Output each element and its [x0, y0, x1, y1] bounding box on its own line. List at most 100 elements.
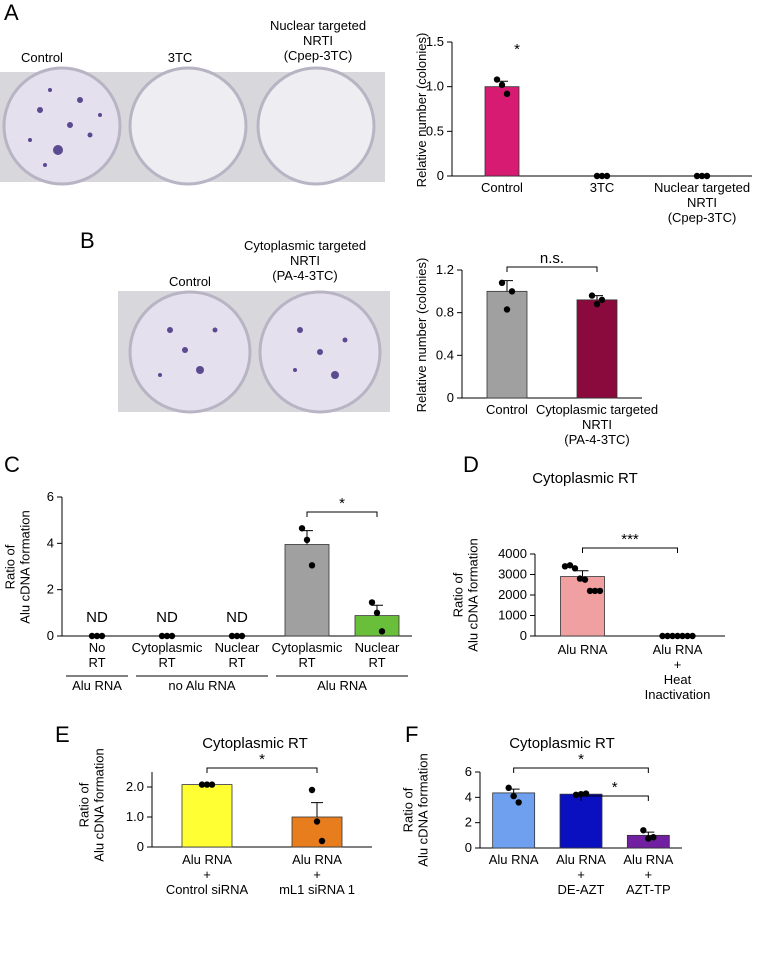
chart-title: Cytoplasmic RT	[202, 735, 308, 752]
data-point	[493, 76, 501, 83]
data-point	[669, 632, 676, 640]
data-point	[645, 835, 652, 842]
y-tick-label: 2000	[498, 587, 527, 602]
bar	[484, 86, 520, 177]
dish	[128, 66, 248, 186]
y-tick-label: 2	[465, 815, 472, 830]
y-tick-label: 0	[465, 840, 472, 855]
group-label: Alu RNA	[72, 678, 122, 693]
data-point	[576, 575, 584, 582]
data-point	[93, 632, 101, 640]
y-tick-label: 4000	[498, 546, 527, 561]
data-point	[508, 288, 516, 295]
bar	[492, 792, 536, 849]
annotation: *	[259, 751, 265, 768]
data-point	[88, 632, 96, 640]
data-point	[298, 525, 306, 532]
y-tick-label: 0.8	[436, 305, 454, 320]
x-tick-label: Alu RNA + DE-AZT	[556, 852, 606, 897]
y-tick-label: 0.4	[436, 347, 454, 362]
annotation: ***	[621, 531, 639, 548]
photo-label: Nuclear targeted NRTI (Cpep-3TC)	[270, 18, 366, 63]
significance-bracket	[506, 266, 598, 272]
data-point	[689, 632, 696, 640]
error-bar	[311, 802, 323, 817]
bar	[559, 793, 603, 849]
data-point	[664, 632, 671, 640]
significance-bracket	[206, 767, 318, 773]
data-point	[603, 172, 611, 180]
data-point	[693, 172, 701, 180]
data-point	[368, 599, 376, 606]
data-point	[503, 90, 511, 98]
value-label: ND	[86, 609, 108, 626]
group-label: no Alu RNA	[168, 678, 236, 693]
data-point	[588, 292, 596, 299]
value-label: ND	[226, 609, 248, 626]
panel-label: C	[4, 452, 20, 477]
data-point	[510, 792, 517, 800]
data-point	[572, 791, 580, 798]
significance-bracket	[582, 547, 678, 553]
y-tick-label: 6	[465, 764, 472, 779]
dish	[128, 290, 252, 414]
data-point	[593, 172, 601, 180]
data-point	[313, 818, 321, 825]
y-tick-label: 1.2	[436, 262, 454, 277]
chart-title: Cytoplasmic RT	[509, 735, 615, 752]
data-point	[591, 587, 599, 595]
annotation: *	[339, 495, 345, 512]
y-tick-label: 1000	[498, 608, 527, 623]
data-point	[598, 296, 606, 304]
data-point	[168, 632, 176, 640]
x-tick-label: Alu RNA + mL1 siRNA 1	[279, 852, 355, 897]
data-point	[596, 587, 604, 595]
photo-label: Control	[21, 50, 63, 65]
data-point	[561, 563, 569, 570]
y-axis-label: Relative number (colonies)	[414, 258, 429, 413]
x-tick-label: Nuclear RT	[355, 640, 400, 670]
x-tick-label: No RT	[88, 640, 105, 670]
photo-a	[0, 66, 385, 186]
x-tick-label: Cytoplasmic targeted NRTI (PA-4-3TC)	[536, 402, 658, 447]
y-tick-label: 0	[447, 390, 454, 405]
data-point	[203, 781, 211, 788]
x-tick-label: Control	[481, 180, 523, 195]
data-point	[318, 837, 326, 845]
panel-label: E	[55, 722, 70, 747]
data-point	[498, 81, 506, 89]
data-point	[163, 632, 171, 640]
panel-label: F	[405, 722, 418, 747]
data-point	[703, 172, 711, 180]
y-axis-label: Ratio ofAlu cDNA formation	[77, 748, 107, 861]
x-tick-label: Alu RNA	[489, 852, 539, 867]
dish	[2, 66, 122, 186]
x-tick-label: 3TC	[590, 180, 615, 195]
dish	[256, 66, 376, 186]
colonies	[158, 327, 348, 379]
data-point	[498, 279, 506, 286]
bar	[354, 615, 400, 637]
annotation: n.s.	[540, 250, 564, 267]
data-point	[674, 632, 681, 640]
data-point	[582, 790, 590, 797]
data-point	[598, 172, 606, 180]
significance-bracket	[306, 511, 378, 517]
bar	[560, 576, 605, 637]
data-point	[581, 576, 589, 583]
annotation: *	[578, 751, 584, 768]
y-tick-label: 0.5	[426, 123, 444, 138]
data-point	[373, 609, 381, 617]
y-tick-label: 1.5	[426, 34, 444, 49]
chart-title: Cytoplasmic RT	[532, 470, 638, 487]
x-tick-label: Cytoplasmic RT	[272, 640, 343, 670]
y-tick-label: 0	[437, 168, 444, 183]
photo-b	[118, 290, 390, 414]
x-tick-label: Alu RNA	[558, 642, 608, 657]
data-point	[308, 562, 316, 569]
data-point	[640, 827, 647, 834]
x-tick-label: Control	[486, 402, 528, 417]
value-label: ND	[156, 609, 178, 626]
data-point	[515, 799, 522, 806]
